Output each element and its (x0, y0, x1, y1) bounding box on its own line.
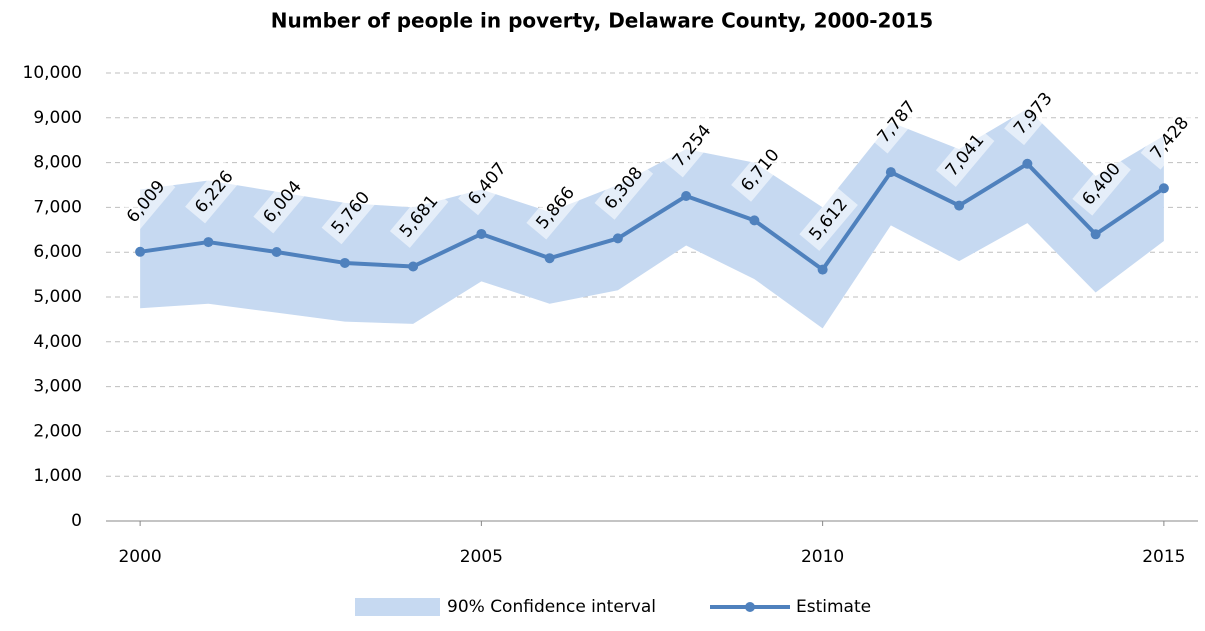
marker (817, 264, 828, 275)
marker (612, 233, 623, 244)
marker (544, 253, 555, 264)
y-tick-label: 2,000 (33, 421, 82, 441)
y-tick-label: 8,000 (33, 153, 82, 173)
data-label-box (116, 170, 176, 234)
data-label-box (253, 170, 312, 234)
legend-marker (745, 602, 755, 612)
data-label-box (731, 139, 790, 202)
x-tick-label: 2005 (460, 547, 503, 567)
marker (1158, 183, 1169, 194)
legend-label: 90% Confidence interval (447, 597, 656, 617)
estimate-line (139, 161, 1165, 272)
marker (135, 246, 146, 257)
y-tick-label: 6,000 (33, 242, 82, 262)
marker (408, 261, 419, 272)
chart-title: Number of people in poverty, Delaware Co… (271, 9, 933, 33)
data-label-box (1140, 106, 1200, 170)
data-label-box (1072, 152, 1131, 216)
data-label-box (185, 160, 244, 224)
data-label-box (389, 185, 449, 248)
marker (954, 200, 965, 211)
marker (271, 247, 282, 258)
y-tick-label: 7,000 (33, 197, 82, 217)
x-tick-label: 2015 (1142, 547, 1185, 567)
legend-label: Estimate (796, 597, 871, 617)
marker (681, 191, 692, 202)
x-tick-label: 2010 (801, 547, 844, 567)
marker (203, 237, 214, 248)
marker (749, 215, 760, 226)
y-tick-label: 3,000 (33, 377, 82, 397)
marker (1090, 229, 1101, 240)
data-label-box (526, 176, 585, 240)
data-label-box (867, 90, 927, 154)
x-tick-label: 2000 (118, 547, 161, 567)
y-tick-label: 9,000 (33, 108, 82, 128)
marker (885, 167, 896, 178)
data-label-box (594, 157, 654, 220)
marker (1022, 158, 1033, 169)
legend-swatch (355, 598, 440, 616)
data-label-box (321, 181, 381, 245)
data-label-box (799, 188, 858, 251)
y-tick-label: 5,000 (33, 287, 82, 307)
y-tick-label: 10,000 (23, 63, 82, 83)
data-label-box (662, 114, 722, 178)
data-label-group: 7,428 (1140, 106, 1200, 170)
data-label-box (1004, 82, 1063, 146)
marker (339, 257, 350, 268)
y-tick-label: 1,000 (33, 466, 82, 486)
data-label-box (458, 152, 517, 216)
y-tick-label: 0 (71, 511, 82, 531)
y-tick-label: 4,000 (33, 332, 82, 352)
marker (476, 228, 487, 239)
data-label-box (935, 124, 995, 187)
